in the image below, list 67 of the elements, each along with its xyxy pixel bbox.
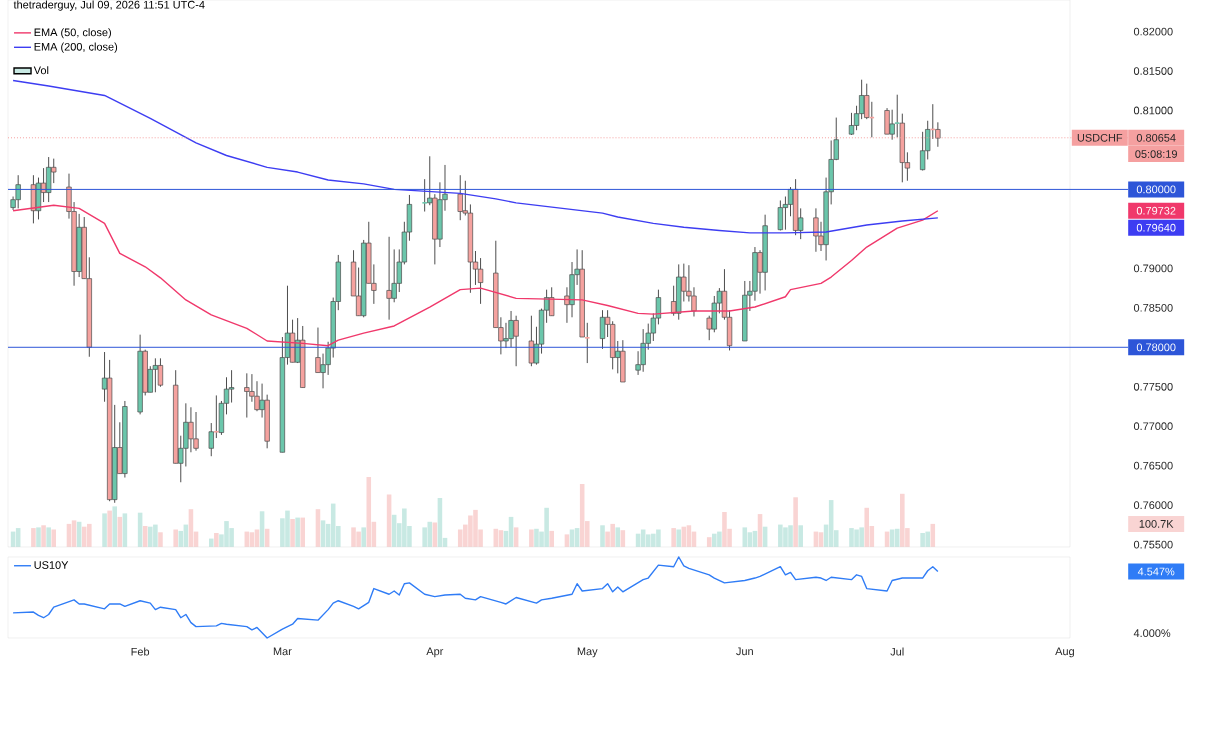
y-tick-label: 0.81000: [1133, 106, 1173, 115]
text: 0.79640: [1136, 223, 1176, 232]
bar: [214, 532, 219, 547]
bar: [366, 476, 372, 547]
bar: [793, 497, 798, 547]
ref-line-label: 0.80000: [1136, 185, 1176, 194]
bar: [173, 529, 178, 547]
bar: [107, 510, 112, 547]
candlestick: [228, 369, 235, 404]
candlestick: [528, 315, 535, 367]
bar: [46, 527, 51, 547]
x-tick-label: Jun: [736, 647, 753, 656]
bar: [36, 527, 41, 547]
bar: [615, 527, 621, 547]
text: 05:08:19: [1135, 150, 1177, 158]
bar: [158, 532, 163, 547]
ref-line-label: 0.80654: [1136, 133, 1176, 142]
bar: [31, 528, 36, 547]
bar: [600, 525, 605, 547]
y-tick-label: 0.79000: [1133, 264, 1173, 273]
legend-label: EMA (50, close): [34, 28, 111, 39]
y-tick-label: 0.76500: [1133, 461, 1173, 470]
bar: [41, 525, 46, 547]
text: 4.547%: [1137, 567, 1175, 576]
x-tick-label: Mar: [273, 647, 292, 656]
y-tick-label: 0.78500: [1133, 303, 1173, 312]
line-series: [12, 79, 939, 234]
bar: [290, 518, 295, 547]
bar: [295, 517, 300, 547]
bar: [300, 517, 306, 547]
candlestick: [813, 207, 819, 253]
legend-label: Vol: [33, 66, 49, 75]
text: 100.7K: [1139, 520, 1174, 528]
candlestick: [477, 257, 484, 305]
bar: [894, 528, 900, 547]
y-tick-label: 0.75500: [1133, 540, 1173, 549]
legend-label: US10Y: [34, 561, 69, 569]
bar: [706, 537, 712, 547]
bar: [671, 528, 676, 547]
bar: [208, 538, 214, 547]
x-tick-label: Jul: [890, 647, 904, 656]
bar: [112, 506, 117, 547]
bar: [676, 529, 682, 547]
bar: [51, 529, 57, 547]
candlestick: [421, 178, 428, 213]
bar: [102, 513, 107, 547]
y-tick-label: 0.76000: [1133, 501, 1173, 510]
ref-line-label: 0.78000: [1136, 343, 1176, 352]
y-tick-label: 0.77000: [1133, 422, 1173, 431]
x-tick-label: Aug: [1055, 647, 1074, 658]
candlestick: [208, 422, 214, 457]
y-tick-label: 0.77500: [1133, 382, 1173, 391]
y-tick-label: 0.82000: [1133, 27, 1173, 36]
bar: [361, 527, 366, 547]
text: USDCHF: [1077, 133, 1123, 142]
bar: [529, 529, 534, 547]
text: 4.000%: [1133, 629, 1171, 638]
legend-label: EMA (200, close): [34, 42, 118, 53]
y-tick-label: 0.81500: [1133, 67, 1173, 75]
bar: [798, 525, 803, 547]
x-tick-label: May: [577, 647, 598, 658]
bar: [549, 530, 554, 547]
x-tick-label: Feb: [131, 647, 150, 656]
chart-title: thetraderguy, Jul 09, 2026 11:51 UTC-4: [13, 0, 205, 11]
text: 0.79732: [1136, 206, 1176, 215]
x-tick-label: Apr: [426, 647, 444, 658]
bar: [864, 507, 870, 547]
